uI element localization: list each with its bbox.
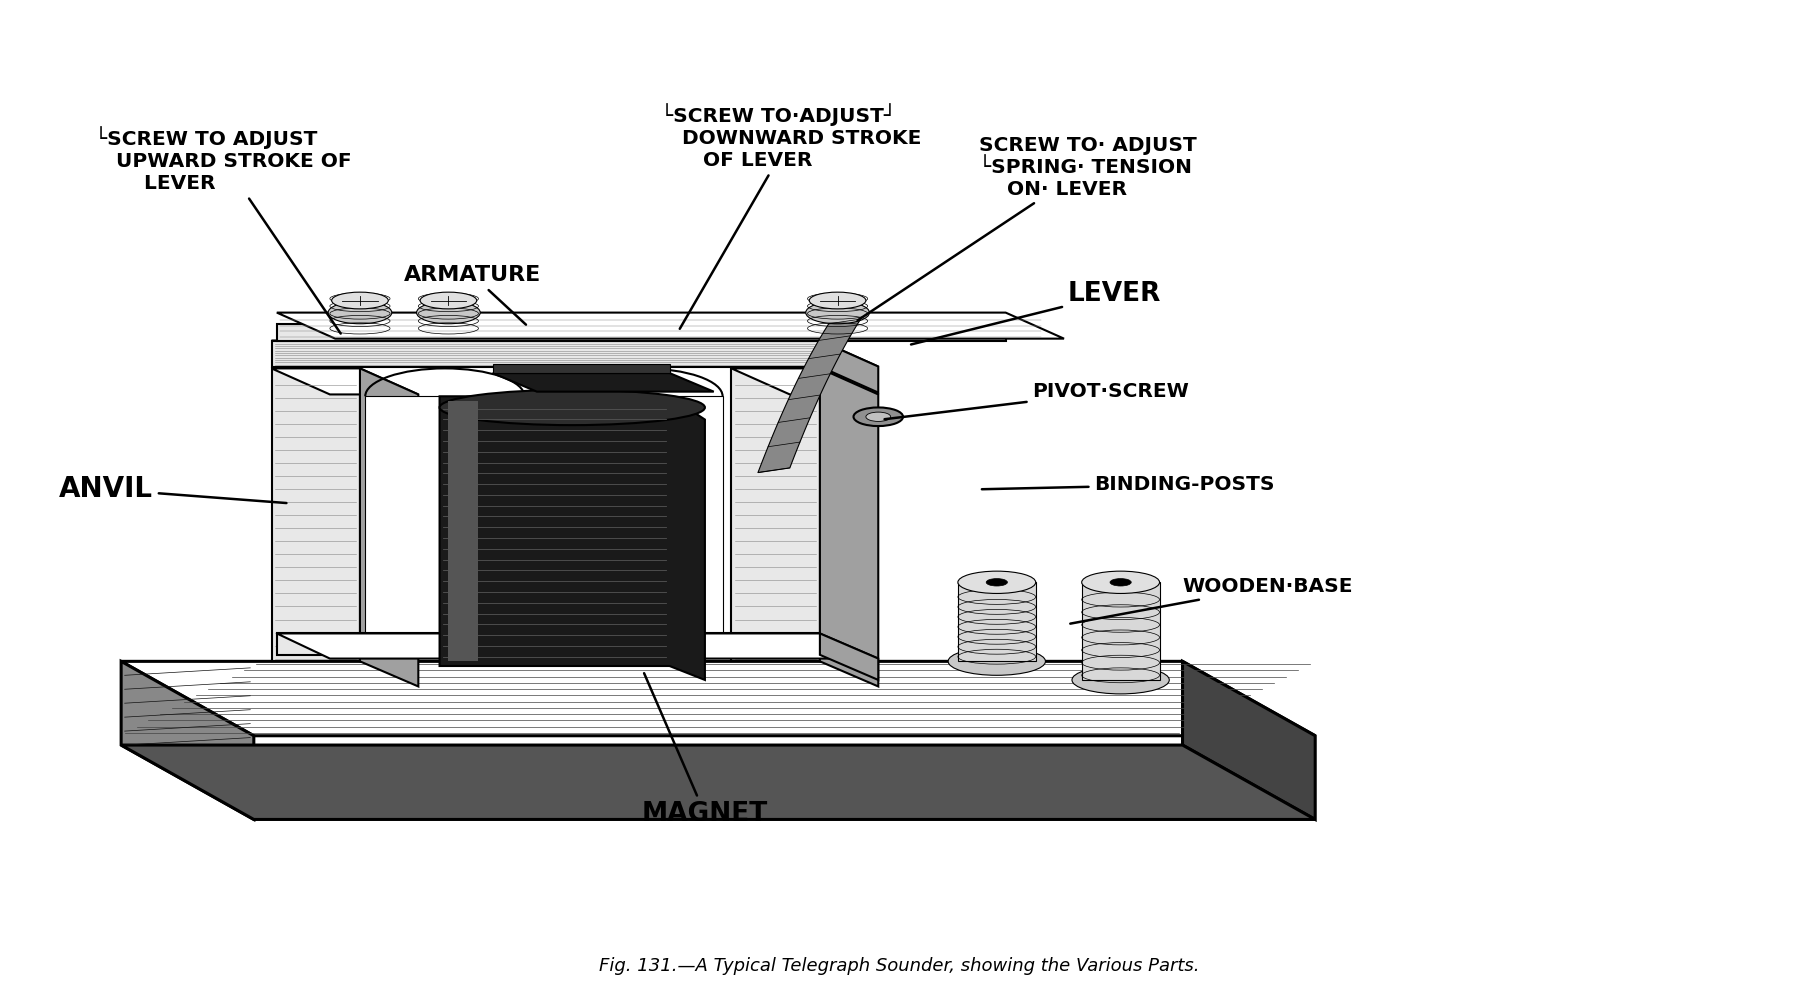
- Text: LEVER: LEVER: [910, 281, 1160, 344]
- Polygon shape: [820, 340, 877, 393]
- Ellipse shape: [852, 407, 903, 426]
- Text: ANVIL: ANVIL: [59, 475, 286, 503]
- Ellipse shape: [948, 647, 1045, 675]
- Polygon shape: [1181, 661, 1314, 819]
- Polygon shape: [277, 324, 1005, 340]
- Text: Fig. 131.—A Typical Telegraph Sounder, showing the Various Parts.: Fig. 131.—A Typical Telegraph Sounder, s…: [599, 957, 1199, 975]
- Ellipse shape: [1081, 571, 1160, 593]
- Ellipse shape: [806, 301, 868, 324]
- Text: └SCREW TO ADJUST
   UPWARD STROKE OF
       LEVER: └SCREW TO ADJUST UPWARD STROKE OF LEVER: [95, 127, 351, 334]
- Ellipse shape: [417, 301, 480, 324]
- Text: SCREW TO· ADJUST
└SPRING· TENSION
    ON· LEVER: SCREW TO· ADJUST └SPRING· TENSION ON· LE…: [858, 136, 1196, 320]
- Text: ARMATURE: ARMATURE: [405, 265, 541, 325]
- Polygon shape: [277, 313, 1063, 339]
- Ellipse shape: [331, 292, 388, 309]
- Polygon shape: [277, 633, 877, 659]
- Polygon shape: [360, 368, 419, 686]
- Ellipse shape: [1109, 579, 1131, 586]
- Ellipse shape: [421, 292, 476, 309]
- Polygon shape: [120, 661, 1314, 736]
- Polygon shape: [732, 368, 820, 661]
- Polygon shape: [1081, 582, 1160, 680]
- Text: └SCREW TO·ADJUST┘
   DOWNWARD STROKE
      OF LEVER: └SCREW TO·ADJUST┘ DOWNWARD STROKE OF LEV…: [660, 103, 921, 329]
- Polygon shape: [271, 340, 820, 367]
- Polygon shape: [820, 368, 877, 686]
- Text: BINDING-POSTS: BINDING-POSTS: [982, 475, 1273, 494]
- Ellipse shape: [957, 571, 1036, 593]
- Polygon shape: [271, 368, 419, 394]
- Polygon shape: [820, 633, 877, 680]
- Polygon shape: [957, 582, 1036, 661]
- Polygon shape: [493, 373, 714, 392]
- Polygon shape: [120, 661, 254, 819]
- Ellipse shape: [809, 292, 865, 309]
- Ellipse shape: [439, 390, 705, 425]
- Polygon shape: [563, 396, 723, 652]
- Ellipse shape: [985, 579, 1007, 586]
- Text: PIVOT·SCREW: PIVOT·SCREW: [885, 382, 1188, 419]
- Polygon shape: [365, 396, 525, 652]
- Polygon shape: [448, 401, 478, 661]
- Polygon shape: [493, 364, 669, 373]
- Polygon shape: [757, 319, 859, 473]
- Polygon shape: [439, 396, 705, 680]
- Polygon shape: [732, 368, 877, 394]
- Polygon shape: [120, 745, 1314, 819]
- Polygon shape: [271, 340, 877, 367]
- Polygon shape: [271, 368, 360, 661]
- Polygon shape: [277, 633, 820, 655]
- Text: WOODEN·BASE: WOODEN·BASE: [1070, 577, 1352, 624]
- Ellipse shape: [1072, 666, 1169, 694]
- Ellipse shape: [865, 412, 890, 421]
- Ellipse shape: [327, 301, 392, 324]
- Text: MAGNET: MAGNET: [642, 673, 768, 827]
